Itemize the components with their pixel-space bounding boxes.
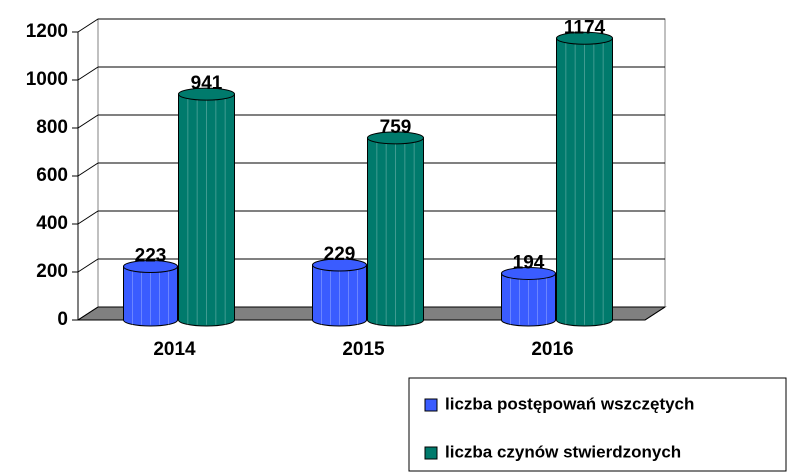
bar-body bbox=[557, 38, 612, 321]
x-tick-label: 2016 bbox=[531, 339, 573, 360]
bar-top bbox=[178, 87, 235, 101]
data-label: 194 bbox=[513, 252, 545, 273]
grid-line bbox=[77, 66, 99, 81]
bar bbox=[123, 259, 178, 327]
y-tick-label: 0 bbox=[57, 309, 68, 330]
bar bbox=[178, 87, 235, 327]
bar bbox=[501, 266, 556, 327]
data-label: 941 bbox=[191, 73, 223, 94]
bar bbox=[556, 31, 613, 327]
axis-line bbox=[644, 306, 666, 321]
bar-top bbox=[501, 266, 556, 280]
bar-body bbox=[368, 137, 423, 320]
bar-top bbox=[312, 258, 367, 272]
y-tick-label: 200 bbox=[36, 261, 68, 282]
grid-line bbox=[77, 258, 99, 273]
grid-line bbox=[77, 114, 99, 129]
grid-line bbox=[77, 210, 99, 225]
y-tick-label: 600 bbox=[36, 165, 68, 186]
x-tick-label: 2015 bbox=[342, 339, 385, 360]
legend-label: liczba postępowań wszczętych bbox=[445, 394, 694, 413]
bar-body bbox=[313, 265, 366, 320]
data-label: 1174 bbox=[564, 17, 606, 38]
legend-label: liczba czynów stwierdzonych bbox=[445, 442, 681, 461]
data-label: 229 bbox=[324, 244, 356, 265]
grid-line bbox=[77, 162, 99, 177]
data-label: 223 bbox=[135, 245, 167, 266]
x-tick-label: 2014 bbox=[153, 339, 196, 360]
bar-top bbox=[556, 31, 613, 45]
bar-top bbox=[367, 131, 424, 145]
y-tick-label: 800 bbox=[36, 117, 68, 138]
y-tick-label: 400 bbox=[36, 213, 68, 234]
data-label: 759 bbox=[380, 117, 412, 138]
bar-body bbox=[179, 94, 234, 320]
bar bbox=[367, 131, 424, 327]
grid-line bbox=[77, 306, 99, 321]
bar-top bbox=[123, 259, 178, 273]
legend-swatch bbox=[424, 398, 438, 412]
bar-body bbox=[124, 266, 177, 320]
bar-body bbox=[502, 273, 555, 320]
y-tick-label: 1200 bbox=[26, 21, 68, 42]
bar bbox=[312, 258, 367, 327]
grid-line bbox=[77, 18, 99, 33]
legend bbox=[408, 377, 787, 472]
legend-swatch bbox=[424, 446, 438, 460]
y-tick-label: 1000 bbox=[26, 69, 68, 90]
